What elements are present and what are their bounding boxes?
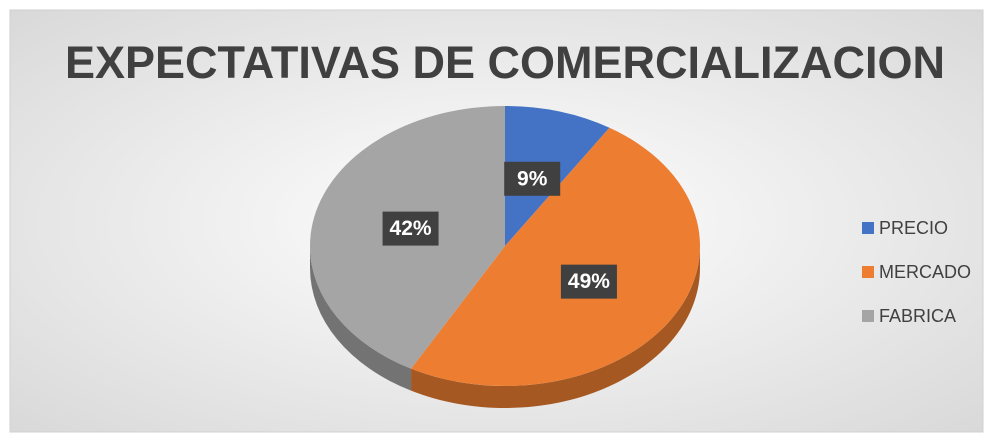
data-label-text: 49% (568, 270, 610, 293)
legend-label: FABRICA (879, 306, 956, 326)
data-label: 49% (560, 264, 617, 299)
data-label-box (560, 264, 617, 299)
slice (411, 127, 700, 386)
slice-side (310, 246, 412, 391)
data-label: 9% (504, 161, 561, 196)
data-label: 42% (382, 211, 439, 246)
data-label-box (382, 211, 439, 246)
legend-swatch (862, 310, 874, 322)
data-label-text: 42% (390, 217, 432, 240)
data-label-box (504, 161, 561, 196)
slice-side (411, 246, 700, 408)
chart-title: EXPECTATIVAS DE COMERCIALIZACION (65, 37, 945, 88)
legend-swatch (862, 266, 874, 278)
legend-label: MERCADO (879, 262, 971, 282)
legend-label: PRECIO (879, 218, 948, 238)
legend-swatch (862, 222, 874, 234)
data-label-text: 9% (517, 167, 548, 190)
